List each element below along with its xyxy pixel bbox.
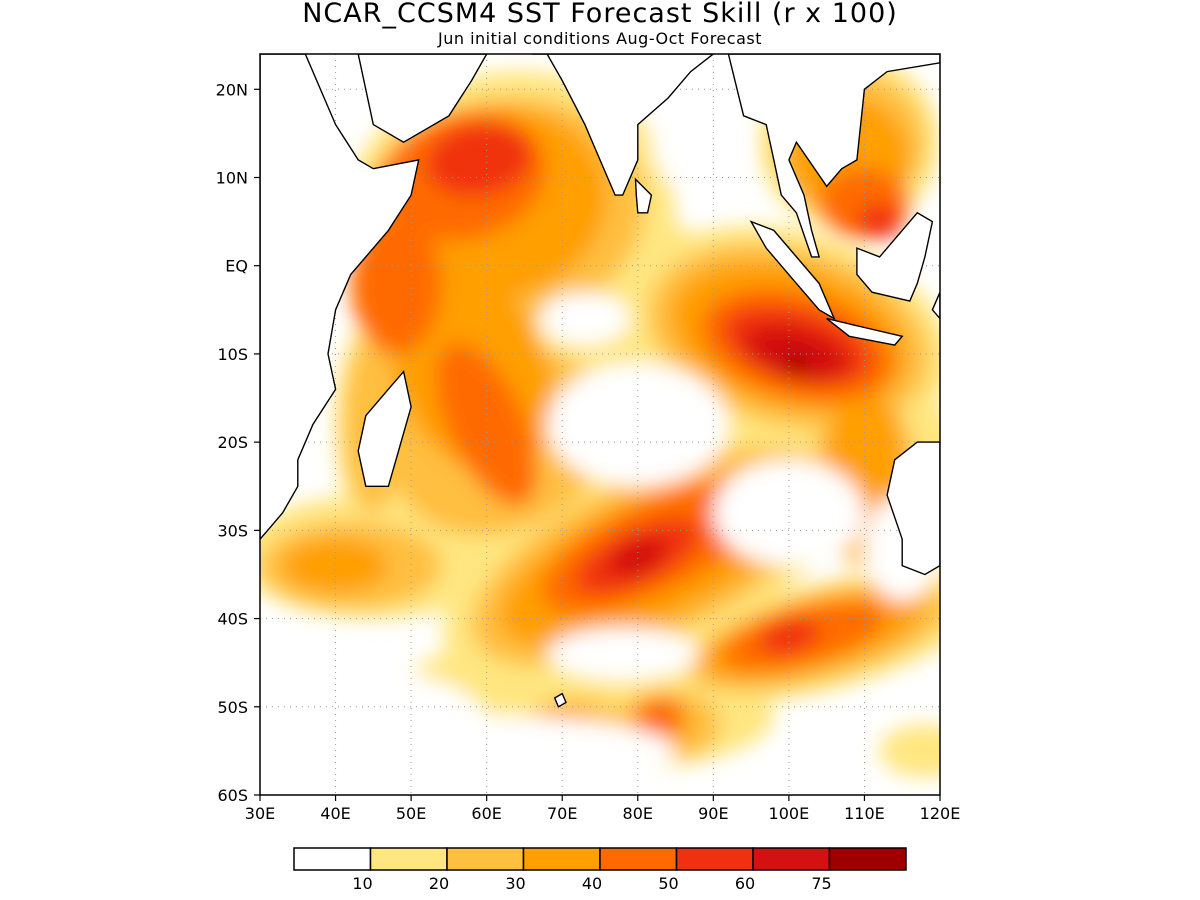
sri-lanka-landmass <box>634 177 653 214</box>
africa-landmass <box>260 54 420 541</box>
colorbar-swatch <box>369 847 448 871</box>
y-tick-label: EQ <box>225 257 248 276</box>
skill-field <box>260 54 940 795</box>
y-tick-label: 10S <box>217 345 248 364</box>
y-tick-label: 10N <box>216 169 248 188</box>
colorbar-swatch <box>675 847 754 871</box>
arabia-landmass <box>357 54 488 144</box>
y-tick-label: 60S <box>217 786 248 805</box>
colorbar-label: 50 <box>658 874 678 893</box>
y-tick-label: 40S <box>217 610 248 629</box>
se-asia-landmass <box>727 54 940 258</box>
map-frame <box>259 53 941 796</box>
colorbar-label: 60 <box>735 874 755 893</box>
india-landmass <box>532 54 715 196</box>
x-tick-label: 100E <box>769 804 810 823</box>
australia-landmass <box>886 441 940 576</box>
y-tick-label: 50S <box>217 698 248 717</box>
x-tick-label: 70E <box>547 804 577 823</box>
x-tick-label: 90E <box>698 804 728 823</box>
coastlines <box>260 54 940 708</box>
x-tick-label: 60E <box>471 804 501 823</box>
colorbar-label: 40 <box>582 874 602 893</box>
colorbar-label: 30 <box>505 874 525 893</box>
sulawesi-landmass <box>931 291 940 320</box>
chart-subtitle: Jun initial conditions Aug-Oct Forecast <box>437 29 762 48</box>
colorbar-swatch <box>522 847 601 871</box>
sumatra-landmass <box>749 220 836 321</box>
colorbar-swatch <box>752 847 831 871</box>
y-tick-label: 30S <box>217 521 248 540</box>
x-tick-label: 40E <box>320 804 350 823</box>
x-tick-label: 120E <box>920 804 961 823</box>
y-axis: 20N 10N EQ 10S 20S 30S 40S 50S 60S <box>216 80 260 805</box>
x-axis: 30E 40E 50E 60E 70E 80E 90E 100E 110E 120E <box>245 795 961 823</box>
colorbar-swatch <box>828 847 907 871</box>
y-tick-label: 20S <box>217 433 248 452</box>
madagascar-landmass <box>357 370 412 487</box>
colorbar-swatch <box>599 847 678 871</box>
colorbar-swatch <box>446 847 525 871</box>
colorbar: 10 20 30 40 50 60 75 <box>293 847 907 893</box>
borneo-landmass <box>856 211 934 302</box>
kerguelen-landmass <box>553 692 567 708</box>
y-tick-label: 20N <box>216 80 248 99</box>
map-panel: 30E 40E 50E 60E 70E 80E 90E 100E 110E 120E 20N 10N… <box>216 53 961 823</box>
x-tick-label: 80E <box>623 804 653 823</box>
colorbar-label: 75 <box>811 874 831 893</box>
java-landmass <box>826 317 904 346</box>
x-tick-label: 30E <box>245 804 275 823</box>
x-tick-label: 110E <box>844 804 885 823</box>
chart-title: NCAR_CCSM4 SST Forecast Skill (r x 100) <box>302 0 898 29</box>
colorbar-label: 10 <box>352 874 372 893</box>
colorbar-swatch <box>293 847 372 871</box>
colorbar-label: 20 <box>429 874 449 893</box>
x-tick-label: 50E <box>396 804 426 823</box>
